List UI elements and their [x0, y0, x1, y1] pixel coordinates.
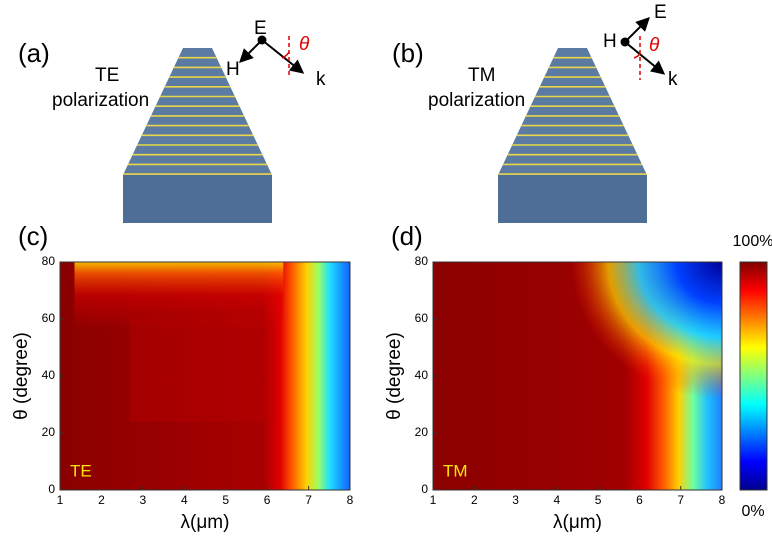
- x-tick-label: 4: [181, 493, 188, 507]
- x-tick-label: 1: [430, 493, 437, 507]
- x-tick-label: 3: [140, 493, 147, 507]
- x-tick-label: 2: [471, 493, 478, 507]
- field-icon: [620, 17, 666, 80]
- field-label: E: [254, 18, 267, 39]
- y-tick-label: 20: [415, 425, 429, 439]
- field-label: k: [668, 69, 678, 90]
- panel-label: (c): [18, 221, 48, 251]
- annotation: TE: [70, 461, 92, 480]
- trapezoid: [498, 48, 647, 175]
- heatmap-overlay: [519, 262, 722, 445]
- field-label: H: [226, 59, 240, 80]
- field-icon: [239, 35, 305, 78]
- x-tick-label: 8: [347, 493, 354, 507]
- colorbar: [739, 261, 768, 491]
- x-tick-label: 2: [98, 493, 105, 507]
- y-axis-label: θ (degree): [11, 332, 32, 420]
- x-tick-label: 3: [512, 493, 519, 507]
- annotation: TM: [443, 461, 468, 480]
- x-tick-label: 6: [636, 493, 643, 507]
- x-tick-label: 1: [57, 493, 64, 507]
- caption: polarization: [428, 90, 525, 111]
- structure: [123, 48, 272, 223]
- y-tick-label: 40: [42, 368, 56, 382]
- y-tick-label: 40: [415, 368, 429, 382]
- panel-label: (d): [391, 221, 423, 251]
- colorbar-label: 0%: [741, 503, 764, 520]
- panel-label: (b): [392, 38, 424, 68]
- angle-label: θ: [649, 35, 660, 56]
- substrate: [123, 175, 272, 223]
- panel-label: (a): [18, 38, 50, 68]
- polarization: TE: [95, 65, 119, 86]
- trapezoid: [123, 48, 272, 175]
- y-axis-label: θ (degree): [384, 332, 405, 420]
- x-tick-label: 8: [719, 493, 726, 507]
- x-tick-label: 5: [222, 493, 229, 507]
- x-tick-label: 7: [305, 493, 312, 507]
- heatmap-overlay: [129, 319, 275, 422]
- colorbar-label: 100%: [733, 233, 772, 250]
- polarization: TM: [468, 65, 495, 86]
- field-label: k: [316, 69, 326, 90]
- y-tick-label: 80: [42, 254, 56, 268]
- field-label: E: [654, 2, 667, 23]
- y-tick-label: 60: [415, 311, 429, 325]
- angle-label: θ: [299, 34, 310, 55]
- x-axis-label: λ(μm): [181, 512, 230, 533]
- structure: [498, 48, 647, 223]
- x-tick-label: 5: [595, 493, 602, 507]
- substrate: [498, 175, 647, 223]
- field-label: H: [603, 31, 617, 52]
- x-tick-label: 4: [554, 493, 561, 507]
- heatmap-overlay: [74, 262, 284, 490]
- x-tick-label: 7: [677, 493, 684, 507]
- y-tick-label: 80: [415, 254, 429, 268]
- y-tick-label: 20: [42, 425, 56, 439]
- y-tick-label: 60: [42, 311, 56, 325]
- y-tick-label: 0: [48, 482, 55, 496]
- x-tick-label: 6: [264, 493, 271, 507]
- y-tick-label: 0: [421, 482, 428, 496]
- x-axis-label: λ(μm): [553, 512, 602, 533]
- caption: polarization: [52, 90, 149, 111]
